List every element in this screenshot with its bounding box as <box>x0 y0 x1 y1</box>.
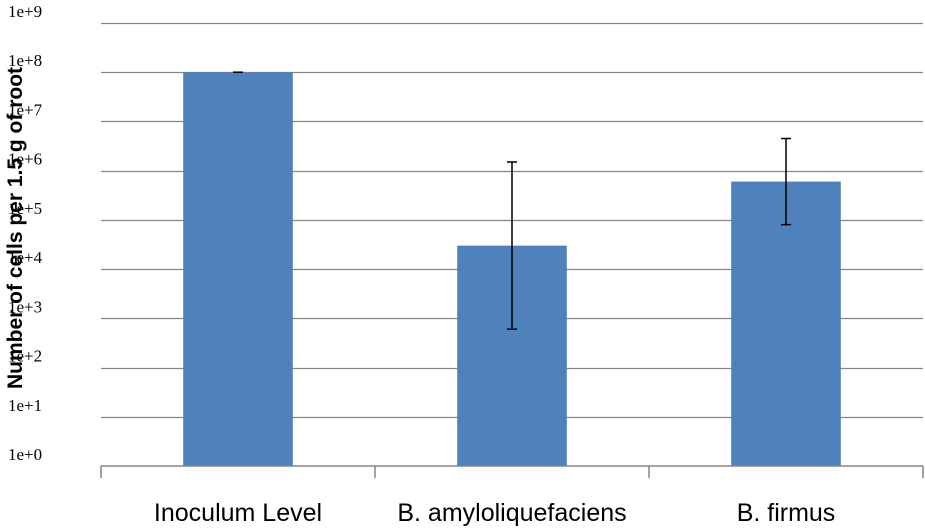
y-tick-label: 1e+8 <box>8 51 42 70</box>
y-tick-label: 1e+4 <box>8 248 43 267</box>
y-tick-label: 1e+0 <box>8 445 42 464</box>
y-tick-labels: 1e+0 1e+1 1e+2 1e+3 1e+4 1e+5 1e+6 1e+7 1e+8 1e+9 <box>8 2 43 464</box>
y-axis-title: Number of cells per 1.5 g of root <box>4 67 27 389</box>
x-tick-label: Inoculum Level <box>154 499 322 527</box>
axes <box>100 465 924 478</box>
y-tick-label: 1e+3 <box>8 297 42 316</box>
y-tick-label: 1e+7 <box>8 100 43 119</box>
bar <box>183 72 293 466</box>
y-tick-label: 1e+6 <box>8 150 42 169</box>
x-tick-label: B. firmus <box>737 499 836 527</box>
x-tick-label: B. amyloliquefaciens <box>397 499 626 527</box>
y-tick-label: 1e+2 <box>8 347 42 366</box>
y-tick-label: 1e+5 <box>8 199 42 218</box>
error-bars <box>233 71 791 331</box>
bar <box>731 181 841 466</box>
y-tick-label: 1e+9 <box>8 2 42 21</box>
bars <box>183 72 841 466</box>
x-tick-labels: Inoculum Level B. amyloliquefaciens B. fir… <box>154 499 835 527</box>
y-tick-label: 1e+1 <box>8 396 42 415</box>
